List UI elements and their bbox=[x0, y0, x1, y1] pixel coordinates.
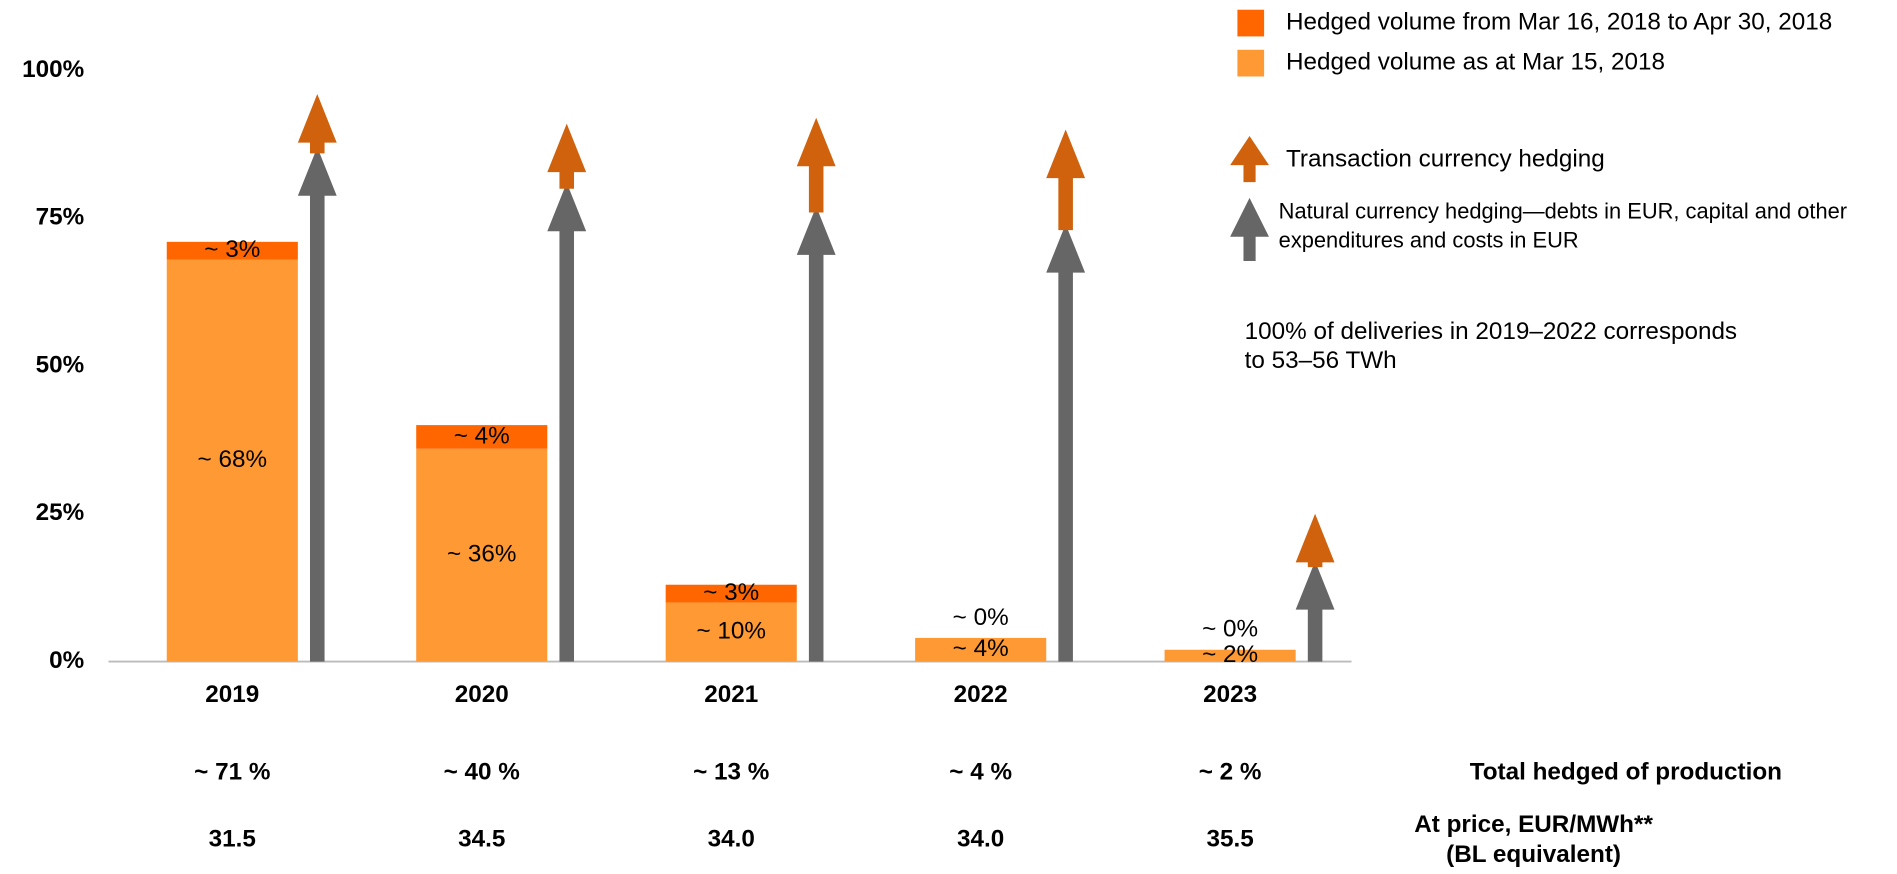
price-label: 34.0 bbox=[708, 825, 755, 852]
y-tick-label: 25% bbox=[36, 499, 85, 526]
y-tick-label: 75% bbox=[36, 204, 85, 231]
data-label: ~ 0% bbox=[1202, 616, 1258, 643]
total-label: ~ 2 % bbox=[1199, 759, 1262, 786]
data-label: ~ 36% bbox=[447, 541, 516, 568]
y-tick-label: 100% bbox=[22, 56, 84, 83]
arrow bbox=[547, 123, 587, 189]
arrow bbox=[1046, 224, 1086, 662]
legend-swatch bbox=[1237, 9, 1265, 37]
total-label: ~ 4 % bbox=[949, 759, 1012, 786]
price-label: 34.0 bbox=[957, 825, 1004, 852]
legend-label: Hedged volume as at Mar 15, 2018 bbox=[1286, 49, 1665, 76]
arrow bbox=[796, 206, 836, 662]
bar-segment bbox=[1164, 649, 1296, 662]
data-label: ~ 4% bbox=[454, 422, 510, 449]
legend-label-box: Natural currency hedging—debts in EUR, c… bbox=[1278, 199, 1848, 253]
arrow bbox=[796, 117, 836, 213]
data-label: ~ 3% bbox=[703, 579, 759, 606]
data-label: ~ 4% bbox=[953, 635, 1009, 662]
arrow bbox=[547, 182, 587, 662]
data-label: ~ 10% bbox=[696, 617, 765, 644]
price-label: 34.5 bbox=[458, 825, 505, 852]
legend-swatch bbox=[1237, 49, 1265, 77]
data-label: ~ 0% bbox=[953, 604, 1009, 631]
legend-label: Natural currency hedging—debts in EUR, c… bbox=[1278, 199, 1848, 253]
arrow bbox=[297, 94, 337, 154]
x-tick-label: 2023 bbox=[1203, 681, 1257, 708]
x-tick-label: 2020 bbox=[455, 681, 509, 708]
arrow bbox=[297, 147, 337, 662]
y-tick-label: 0% bbox=[49, 647, 84, 674]
total-label: ~ 40 % bbox=[444, 759, 520, 786]
x-tick-label: 2021 bbox=[704, 681, 758, 708]
total-label: ~ 71 % bbox=[194, 759, 270, 786]
legend-label: Transaction currency hedging bbox=[1286, 146, 1605, 173]
data-label: ~ 3% bbox=[204, 236, 260, 263]
note: to 53–56 TWh bbox=[1245, 347, 1397, 374]
bar-segment bbox=[416, 425, 548, 449]
prices-title: (BL equivalent) bbox=[1446, 841, 1621, 868]
arrow bbox=[1046, 129, 1086, 231]
note: 100% of deliveries in 2019–2022 correspo… bbox=[1245, 318, 1737, 345]
bar-segment bbox=[665, 584, 797, 603]
arrow bbox=[1295, 561, 1335, 662]
bar-segment bbox=[915, 637, 1047, 662]
x-tick-label: 2022 bbox=[954, 681, 1008, 708]
data-label: ~ 2% bbox=[1202, 641, 1258, 668]
price-label: 31.5 bbox=[209, 825, 256, 852]
arrow bbox=[1295, 513, 1335, 568]
bar-segment bbox=[166, 241, 298, 260]
total-label: ~ 13 % bbox=[693, 759, 769, 786]
legend-arrow bbox=[1230, 135, 1269, 183]
totals-title: Total hedged of production bbox=[1470, 759, 1782, 786]
bar-segment bbox=[665, 602, 797, 662]
bar-segment bbox=[166, 259, 298, 662]
y-tick-label: 50% bbox=[36, 351, 85, 378]
legend-arrow bbox=[1230, 197, 1269, 261]
price-label: 35.5 bbox=[1207, 825, 1254, 852]
bar-segment bbox=[416, 448, 548, 662]
legend-label: Hedged volume from Mar 16, 2018 to Apr 3… bbox=[1286, 8, 1832, 35]
prices-title: At price, EUR/MWh** bbox=[1414, 811, 1653, 838]
data-label: ~ 68% bbox=[198, 446, 267, 473]
x-tick-label: 2019 bbox=[205, 681, 259, 708]
